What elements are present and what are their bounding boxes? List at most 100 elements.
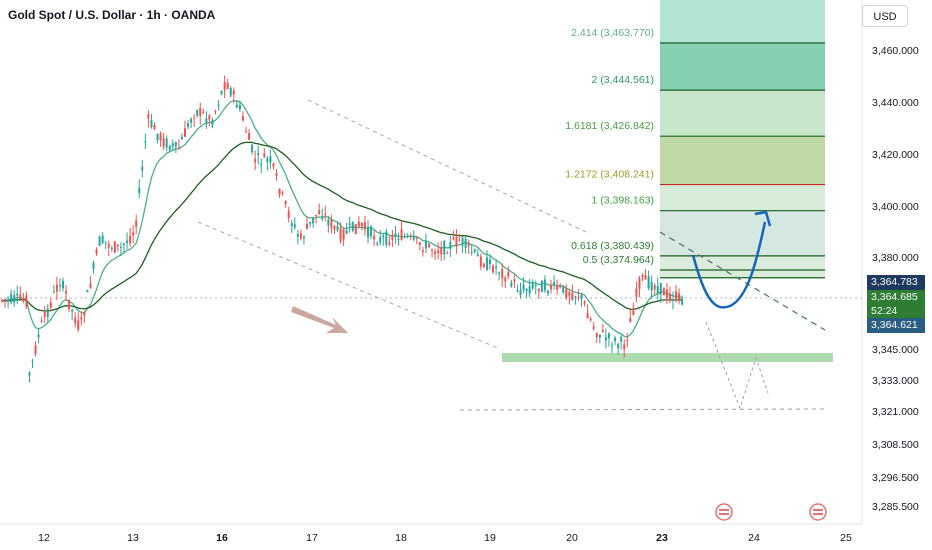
fib-level-label: 2 (3,444.561) bbox=[592, 74, 654, 86]
candle-body bbox=[260, 163, 263, 165]
price-tick-label: 3,380.000 bbox=[872, 252, 919, 264]
candle-body bbox=[309, 221, 312, 224]
candle-body bbox=[391, 234, 394, 240]
candle-body bbox=[464, 238, 467, 248]
candle-body bbox=[299, 233, 302, 239]
fib-level-label: 1.6181 (3,426.842) bbox=[565, 120, 654, 132]
candle-body bbox=[556, 285, 559, 290]
candle-body bbox=[568, 291, 571, 296]
candle-body bbox=[40, 320, 43, 323]
candle-body bbox=[174, 142, 177, 147]
candle-body bbox=[489, 259, 491, 264]
candle-body bbox=[290, 223, 293, 227]
time-tick-label: 20 bbox=[566, 532, 578, 544]
candle-body bbox=[367, 228, 369, 238]
bearish-alt-path bbox=[705, 321, 769, 410]
candle-body bbox=[241, 116, 244, 121]
price-tick-label: 3,460.000 bbox=[872, 45, 919, 57]
candle-body bbox=[22, 298, 25, 301]
candle-body bbox=[546, 290, 549, 294]
candle-body bbox=[678, 293, 681, 300]
candle-body bbox=[522, 284, 525, 291]
candle-body bbox=[339, 227, 342, 242]
candle-body bbox=[272, 163, 275, 167]
candle-body bbox=[351, 221, 354, 231]
lower-target-line bbox=[459, 408, 827, 411]
us-flag-event-icon bbox=[719, 513, 729, 515]
candle-body bbox=[357, 221, 360, 227]
candle-body bbox=[7, 298, 10, 302]
candle-body bbox=[675, 291, 678, 301]
candle-body bbox=[397, 238, 400, 241]
currency-button[interactable]: USD bbox=[862, 5, 908, 27]
candle-body bbox=[159, 133, 162, 141]
fib-zone bbox=[660, 0, 825, 43]
fib-zone bbox=[660, 210, 825, 256]
candle-body bbox=[577, 297, 580, 299]
candle-body bbox=[293, 224, 296, 228]
candle-body bbox=[659, 282, 662, 295]
symbol-title[interactable]: Gold Spot / U.S. Dollar · 1h · OANDA bbox=[8, 8, 216, 22]
candle-body bbox=[220, 90, 223, 95]
candle-body bbox=[583, 301, 586, 304]
candle-body bbox=[71, 309, 74, 312]
fib-zone bbox=[660, 43, 825, 91]
candle-body bbox=[68, 299, 71, 310]
candle-body bbox=[668, 293, 671, 301]
candle-body bbox=[95, 249, 98, 254]
fib-zone bbox=[660, 136, 825, 185]
candle-body bbox=[373, 235, 376, 240]
candle-body bbox=[531, 283, 534, 289]
candle-body bbox=[229, 88, 232, 96]
candle-body bbox=[235, 104, 238, 108]
price-tick-label: 3,296.500 bbox=[872, 472, 919, 484]
time-tick-label: 25 bbox=[840, 532, 852, 544]
candle-body bbox=[168, 145, 171, 151]
candle-body bbox=[550, 284, 552, 290]
candle-body bbox=[4, 299, 7, 301]
candle-body bbox=[25, 295, 28, 307]
candle-body bbox=[370, 226, 373, 237]
candle-body bbox=[31, 359, 34, 361]
time-tick-label: 12 bbox=[38, 532, 50, 544]
candle-body bbox=[589, 318, 592, 321]
fib-zone bbox=[660, 184, 825, 211]
candle-body bbox=[278, 189, 281, 195]
price-tag-last: 3,364.685 bbox=[867, 290, 925, 305]
candle-body bbox=[58, 285, 61, 287]
candle-body bbox=[177, 147, 180, 149]
trendline-layer bbox=[0, 99, 862, 411]
candle-body bbox=[141, 166, 144, 171]
candle-body bbox=[513, 279, 516, 282]
candle-body bbox=[193, 117, 196, 119]
candle-body bbox=[321, 216, 324, 220]
candle-body bbox=[424, 241, 427, 249]
ema-fast-line bbox=[1, 99, 683, 338]
candle-body bbox=[202, 111, 205, 113]
candle-body bbox=[10, 294, 13, 303]
candle-body bbox=[284, 201, 287, 205]
candle-body bbox=[156, 133, 159, 141]
time-tick-label: 17 bbox=[306, 532, 318, 544]
candle-body bbox=[257, 153, 260, 156]
candle-body bbox=[318, 210, 321, 215]
candle-body bbox=[598, 334, 601, 338]
candle-body bbox=[187, 123, 190, 127]
candle-body bbox=[632, 308, 635, 315]
candle-body bbox=[180, 136, 183, 140]
fib-zone bbox=[660, 90, 825, 137]
candle-body bbox=[28, 372, 31, 376]
ema-slow-line bbox=[1, 141, 683, 312]
candle-body bbox=[89, 283, 92, 288]
candle-body bbox=[495, 266, 498, 269]
candle-body bbox=[473, 249, 476, 252]
candle-body bbox=[77, 320, 80, 330]
candle-body bbox=[312, 217, 315, 224]
moving-average-layer bbox=[1, 99, 683, 338]
candle-body bbox=[650, 282, 653, 291]
price-tag-high: 3,364.783 bbox=[867, 275, 925, 290]
candle-body bbox=[62, 280, 64, 289]
candle-body bbox=[434, 251, 437, 254]
candle-body bbox=[565, 288, 568, 299]
